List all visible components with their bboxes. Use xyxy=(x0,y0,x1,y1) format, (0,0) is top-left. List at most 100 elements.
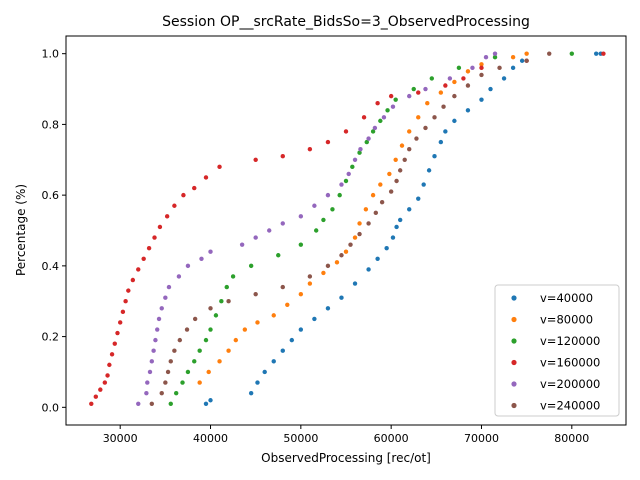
x-tick-label: 80000 xyxy=(554,432,589,445)
data-point xyxy=(407,146,412,152)
data-point xyxy=(423,125,428,131)
data-point xyxy=(151,348,156,353)
legend-items: v=40000 v=80000 v=120000 v=160000 v=200000 v=… xyxy=(511,291,600,413)
data-point xyxy=(465,69,471,74)
data-point xyxy=(399,143,405,148)
data-point xyxy=(136,267,141,272)
data-point xyxy=(149,359,155,364)
data-point xyxy=(385,108,390,113)
data-point xyxy=(156,316,162,322)
x-ticks: 30000 40000 50000 60000 70000 80000 xyxy=(103,425,589,445)
data-point xyxy=(479,97,484,102)
data-point xyxy=(89,401,94,406)
x-tick-label: 60000 xyxy=(374,432,409,445)
data-point xyxy=(411,86,416,92)
data-point xyxy=(334,260,340,265)
data-point xyxy=(230,274,236,279)
data-point xyxy=(357,221,362,226)
data-point xyxy=(144,390,149,396)
data-point xyxy=(325,192,331,198)
data-point xyxy=(452,79,457,85)
series-v=120000 xyxy=(168,51,575,406)
data-point xyxy=(149,401,155,406)
data-point xyxy=(199,256,204,261)
data-point xyxy=(123,299,128,304)
data-point xyxy=(438,139,444,145)
data-point xyxy=(416,90,421,95)
data-point xyxy=(321,270,326,276)
x-tick-label: 40000 xyxy=(193,432,228,445)
legend-label: v=120000 xyxy=(540,334,600,348)
data-point xyxy=(185,369,191,375)
data-point xyxy=(280,284,285,290)
data-point xyxy=(407,207,412,212)
series-v=200000 xyxy=(136,51,498,406)
legend-marker xyxy=(511,381,517,387)
data-point xyxy=(381,115,387,120)
series-v=240000 xyxy=(149,51,552,406)
legend-label: v=200000 xyxy=(540,377,600,391)
data-point xyxy=(141,256,146,261)
data-point xyxy=(479,62,484,67)
data-point xyxy=(373,210,379,216)
data-point xyxy=(421,182,426,187)
data-point xyxy=(416,196,421,201)
data-point xyxy=(280,348,285,353)
data-point xyxy=(364,139,369,145)
data-point xyxy=(388,93,394,99)
data-point xyxy=(352,235,358,240)
data-point xyxy=(107,362,112,368)
data-point xyxy=(325,139,331,145)
data-point xyxy=(208,306,213,311)
data-point xyxy=(98,387,103,392)
y-ticks: 0.0 0.2 0.4 0.6 0.8 1.0 xyxy=(42,48,66,414)
data-point xyxy=(157,224,163,230)
data-point xyxy=(325,306,331,311)
data-point xyxy=(483,55,489,60)
data-point xyxy=(203,175,209,180)
data-point xyxy=(168,401,173,406)
data-point xyxy=(172,348,177,353)
data-point xyxy=(226,348,231,353)
x-tick-label: 50000 xyxy=(283,432,318,445)
data-point xyxy=(219,299,224,304)
data-point xyxy=(429,76,435,81)
data-point xyxy=(384,245,389,251)
data-point xyxy=(255,380,260,385)
data-point xyxy=(375,256,380,261)
data-point xyxy=(501,76,507,81)
data-point xyxy=(208,327,213,332)
data-point xyxy=(112,341,117,346)
data-point xyxy=(519,58,525,63)
data-point xyxy=(378,182,383,187)
data-point xyxy=(432,115,437,120)
data-point xyxy=(163,380,168,385)
data-point xyxy=(313,228,319,233)
data-point xyxy=(192,359,197,364)
data-point xyxy=(285,302,290,307)
data-point xyxy=(271,359,276,364)
data-point xyxy=(465,83,471,88)
data-point xyxy=(197,380,202,385)
data-point xyxy=(366,136,371,141)
data-point xyxy=(168,359,173,364)
data-point xyxy=(510,55,516,60)
data-point xyxy=(185,263,191,269)
data-point xyxy=(242,327,248,332)
legend-label: v=160000 xyxy=(540,356,600,370)
legend-label: v=80000 xyxy=(540,313,593,327)
data-point xyxy=(350,164,355,170)
chart-title: Session OP__srcRate_BidsSo=3_ObservedPro… xyxy=(162,14,530,30)
data-point xyxy=(166,284,172,290)
legend-label: v=240000 xyxy=(540,399,600,413)
data-point xyxy=(461,76,466,81)
data-point xyxy=(248,390,254,396)
data-point xyxy=(298,242,304,247)
data-point xyxy=(217,359,222,364)
data-point xyxy=(145,380,150,385)
data-point xyxy=(159,306,164,311)
data-point xyxy=(102,380,108,385)
data-point xyxy=(441,104,446,109)
data-point xyxy=(547,51,552,56)
data-point xyxy=(307,146,313,152)
